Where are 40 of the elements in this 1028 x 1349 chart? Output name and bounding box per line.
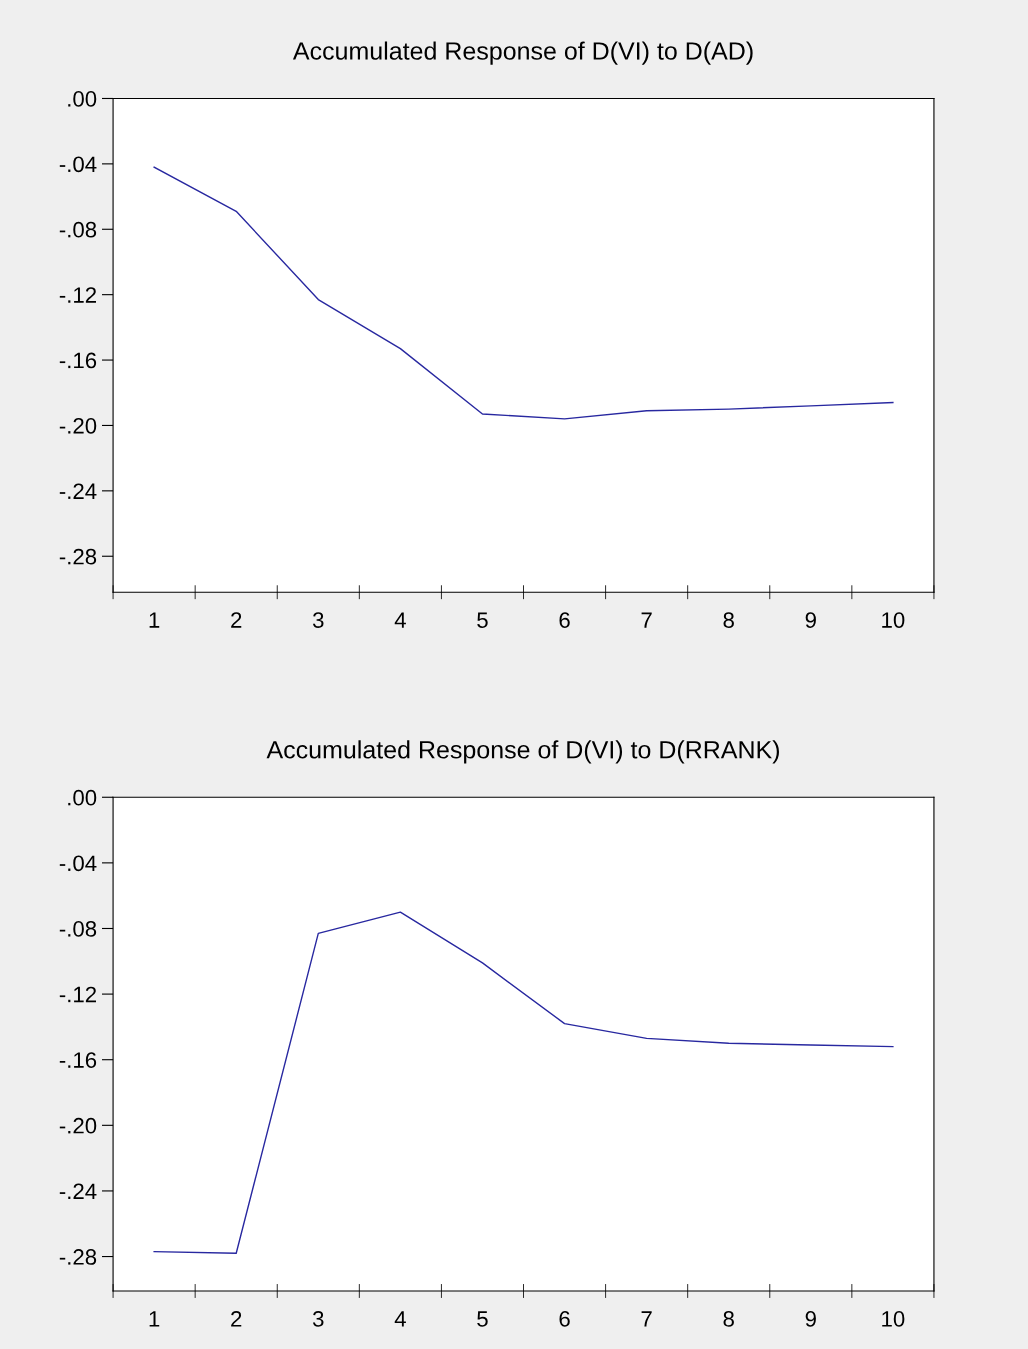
line-series (153, 911, 894, 1254)
y-tick-label: -.08 (59, 221, 97, 238)
x-tick-label: 9 (805, 612, 816, 628)
y-tick-label: -.12 (59, 287, 96, 303)
x-tick-label: 6 (559, 1311, 570, 1327)
x-tick-label: 9 (805, 1311, 816, 1327)
y-tick-label: -.20 (59, 1117, 97, 1134)
x-tick-label: 2 (231, 1311, 242, 1327)
y-tick-label: .00 (68, 91, 97, 107)
y-tick-label: -.24 (59, 483, 97, 499)
y-tick-label: -.16 (59, 352, 97, 369)
x-tick-label: 10 (882, 1311, 905, 1327)
chart-title: Accumulated Response of D(VI) to D(RRANK) (266, 740, 779, 764)
x-tick-label: 1 (149, 1311, 160, 1327)
y-tick-label: -.28 (59, 1249, 97, 1265)
y-tick-label: -.16 (59, 1052, 97, 1068)
y-tick-label: -.08 (59, 921, 97, 937)
chart-title: Accumulated Response of D(VI) to D(AD) (292, 41, 753, 65)
x-tick-label: 5 (477, 612, 488, 628)
x-tick-label: 5 (477, 1311, 488, 1327)
x-tick-label: 4 (394, 612, 406, 628)
y-tick-label: -.24 (59, 1183, 97, 1199)
x-tick-label: 1 (149, 612, 160, 628)
x-tick-label: 3 (312, 612, 324, 628)
y-tick-label: -.20 (59, 417, 97, 434)
y-tick-label: -.12 (59, 986, 96, 1003)
y-tick-label: -.04 (59, 855, 97, 872)
y-tick-label: -.04 (59, 156, 97, 173)
x-tick-label: 3 (312, 1311, 324, 1327)
x-tick-label: 8 (723, 612, 734, 628)
x-tick-label: 8 (723, 1311, 734, 1327)
y-tick-label: -.28 (59, 548, 97, 565)
x-tick-label: 2 (231, 612, 242, 628)
x-tick-label: 6 (559, 612, 570, 628)
x-tick-label: 7 (641, 612, 652, 628)
x-tick-label: 7 (641, 1311, 652, 1327)
y-tick-label: .00 (68, 789, 97, 806)
x-tick-label: 4 (394, 1311, 406, 1327)
x-tick-label: 10 (882, 612, 905, 628)
line-series (153, 166, 894, 420)
